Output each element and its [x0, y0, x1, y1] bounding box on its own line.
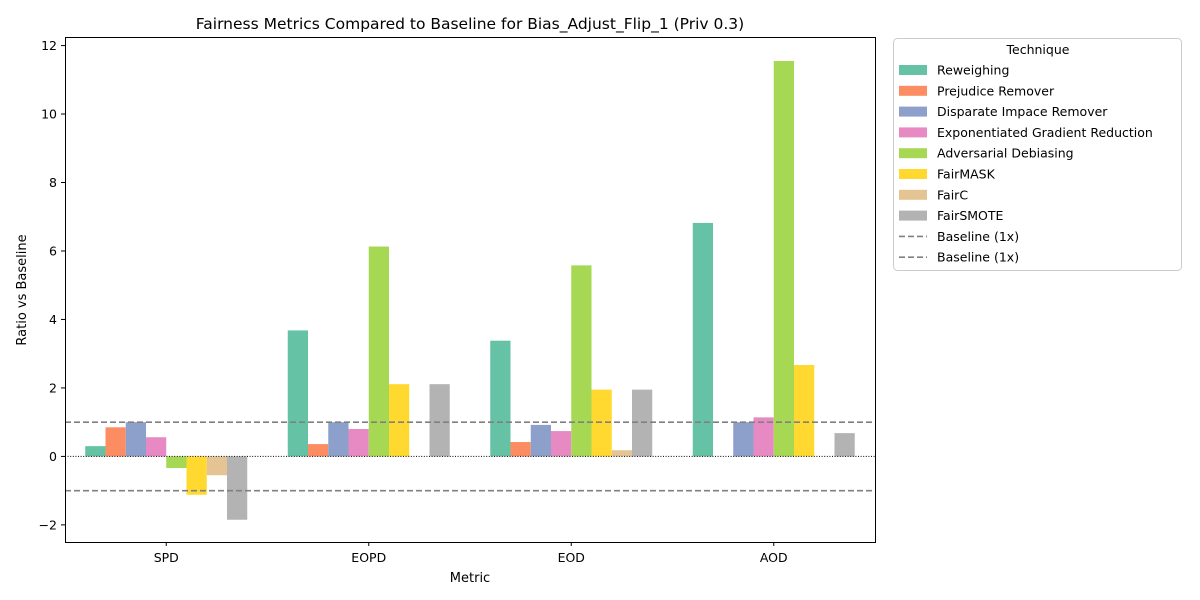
legend-swatch — [899, 65, 927, 75]
x-tick-label-eod: EOD — [558, 550, 585, 565]
chart-title: Fairness Metrics Compared to Baseline fo… — [196, 15, 744, 34]
legend-label: FairSMOTE — [937, 208, 1004, 223]
bar-spd-fairmask — [186, 456, 207, 495]
y-tick-label: 6 — [49, 243, 57, 258]
x-axis-ticks: SPD EOPD EOD AOD — [154, 542, 788, 565]
bar-eopd-prejudice-remover — [308, 444, 329, 457]
bar-eod-disparate-impace-remover — [530, 424, 551, 457]
plot-area — [65, 60, 875, 520]
legend-label: Baseline (1x) — [937, 229, 1019, 244]
bar-spd-prejudice-remover — [105, 427, 126, 457]
y-tick-label: −2 — [39, 517, 57, 532]
bar-spd-adversarial-debiasing — [166, 456, 187, 469]
legend: Technique Reweighing Prejudice Remover Dis… — [893, 38, 1182, 271]
plot-frame — [65, 37, 876, 543]
legend-label: Prejudice Remover — [937, 83, 1055, 98]
bar-aod-adversarial-debiasing — [773, 60, 794, 457]
legend-label: FairC — [937, 187, 968, 202]
bar-eod-reweighing — [490, 340, 511, 457]
bar-spd-fairc — [206, 456, 227, 476]
legend-swatch — [899, 148, 927, 159]
bar-spd-reweighing — [85, 446, 106, 457]
legend-items: Reweighing Prejudice Remover Disparate Imp… — [899, 63, 1153, 265]
bar-eopd-fairmask — [389, 384, 410, 457]
bar-spd-exponentiated-gradient-reduction — [146, 437, 167, 457]
legend-swatch — [899, 210, 927, 221]
bar-eopd-reweighing — [287, 330, 308, 457]
y-tick-label: 10 — [41, 107, 57, 122]
y-tick-label: 2 — [49, 380, 57, 395]
bar-eopd-exponentiated-gradient-reduction — [348, 429, 369, 457]
bar-aod-fairsmote — [834, 433, 855, 457]
bar-eod-adversarial-debiasing — [571, 265, 592, 457]
legend-label: Exponentiated Gradient Reduction — [937, 125, 1153, 140]
bar-aod-exponentiated-gradient-reduction — [753, 417, 774, 457]
y-tick-label: 8 — [49, 175, 57, 190]
legend-swatch — [899, 189, 927, 200]
y-tick-label: 12 — [41, 38, 57, 53]
legend-label: Adversarial Debiasing — [937, 146, 1074, 161]
y-tick-label: 0 — [49, 449, 57, 464]
legend-swatch — [899, 85, 927, 96]
bar-eod-prejudice-remover — [510, 442, 531, 457]
bar-eopd-adversarial-debiasing — [368, 246, 389, 457]
y-tick-label: 4 — [49, 312, 57, 327]
legend-label: Baseline (1x) — [937, 250, 1019, 265]
legend-swatch — [899, 127, 927, 138]
bar-aod-fairmask — [794, 364, 815, 457]
y-axis-label: Ratio vs Baseline — [15, 234, 30, 345]
bar-aod-reweighing — [692, 222, 713, 457]
y-axis-ticks: −2 0 2 4 6 8 10 12 — [39, 38, 65, 532]
bar-eod-fairc — [611, 450, 632, 457]
bar-eod-fairmask — [591, 389, 612, 457]
bar-eopd-fairsmote — [429, 384, 450, 457]
legend-label: FairMASK — [937, 167, 996, 182]
bar-spd-fairsmote — [227, 456, 248, 520]
bar-aod-disparate-impace-remover — [733, 422, 754, 457]
x-tick-label-eopd: EOPD — [351, 550, 386, 565]
bar-eod-fairsmote — [632, 389, 653, 457]
legend-label: Reweighing — [937, 63, 1009, 78]
legend-swatch — [899, 106, 927, 117]
bar-spd-disparate-impace-remover — [125, 422, 146, 457]
legend-title: Technique — [1006, 42, 1070, 57]
legend-label: Disparate Impace Remover — [937, 104, 1108, 119]
x-axis-label: Metric — [450, 571, 490, 586]
x-tick-label-spd: SPD — [154, 550, 179, 565]
bar-eod-exponentiated-gradient-reduction — [551, 431, 572, 457]
legend-box — [893, 38, 1182, 271]
x-tick-label-aod: AOD — [760, 550, 788, 565]
bar-eopd-disparate-impace-remover — [328, 422, 349, 457]
legend-swatch — [899, 169, 927, 179]
